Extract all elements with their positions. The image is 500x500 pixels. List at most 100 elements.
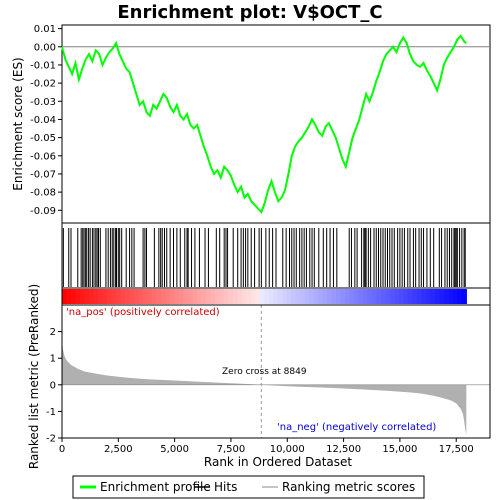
es-y-tick-label: -0.02 xyxy=(30,79,56,90)
x-axis-label: Rank in Ordered Dataset xyxy=(204,455,352,469)
rank-bar-cell xyxy=(318,289,324,304)
es-y-axis: 0.01 0.00 -0.01 -0.02 -0.03 -0.04 -0.05 -0.06 -0… xyxy=(30,24,62,217)
metric-y-tick-label: 1 xyxy=(50,354,56,365)
rank-bar-cell xyxy=(349,289,355,304)
rank-bar-cell xyxy=(183,289,189,304)
es-y-tick-label: -0.06 xyxy=(30,151,56,162)
rank-bar-cell xyxy=(133,289,139,304)
rank-bar-cell xyxy=(120,289,126,304)
x-tick-label: 17,500 xyxy=(439,444,474,455)
rank-bar-cell xyxy=(138,289,144,304)
legend: Enrichment profile Hits Ranking metric sco… xyxy=(72,475,425,499)
rank-bar-cell xyxy=(66,289,72,304)
rank-bar-cell xyxy=(129,289,135,304)
rank-bar-cell xyxy=(142,289,148,304)
rank-bar-cell xyxy=(430,289,436,304)
rank-bar-cell xyxy=(169,289,175,304)
ranking-metric-area xyxy=(62,342,467,436)
rank-color-bar xyxy=(61,287,491,306)
rank-bar-cell xyxy=(223,289,229,304)
rank-bar-cell xyxy=(286,289,292,304)
metric-y-tick-label: -1 xyxy=(46,407,56,418)
rank-bar-cell xyxy=(187,289,193,304)
rank-bar-cell xyxy=(232,289,238,304)
rank-bar-cell xyxy=(156,289,162,304)
metric-y-axis: 2 1 0 -1 -2 xyxy=(46,327,62,445)
rank-bar-cell xyxy=(124,289,130,304)
rank-bar-cell xyxy=(205,289,211,304)
rank-bar-cell xyxy=(309,289,315,304)
metric-y-tick-label: 2 xyxy=(50,327,56,338)
es-y-tick-label: -0.09 xyxy=(30,206,56,217)
rank-bar-cell xyxy=(75,289,81,304)
metric-panel-frame xyxy=(61,304,491,439)
rank-bar-cell xyxy=(425,289,432,304)
na-neg-label: 'na_neg' (negatively correlated) xyxy=(277,422,436,433)
rank-bar-cell xyxy=(376,289,382,304)
rank-bar-cell xyxy=(398,289,405,304)
rank-bar-cell xyxy=(345,289,351,304)
chart-title: Enrichment plot: V$OCT_C xyxy=(117,2,382,23)
rank-bar-cell xyxy=(264,289,270,304)
rank-bar-cell xyxy=(147,289,153,304)
rank-bar-cell xyxy=(174,289,180,304)
rank-bar-cell xyxy=(219,289,225,304)
x-tick-label: 10,000 xyxy=(270,444,305,455)
rank-bar-cell xyxy=(443,289,449,304)
rank-bar-cell xyxy=(196,289,202,304)
hits-panel xyxy=(61,222,491,289)
rank-bar-cell xyxy=(421,289,427,304)
rank-bar-cell xyxy=(84,289,90,304)
rank-bar-cell xyxy=(380,289,387,304)
rank-bar-cell xyxy=(97,289,104,304)
rank-bar-cell xyxy=(214,289,220,304)
rank-bar-cell xyxy=(70,289,77,304)
legend-label: Hits xyxy=(214,480,237,494)
rank-bar-cell xyxy=(106,289,113,304)
rank-bar-cell xyxy=(115,289,122,304)
es-y-axis-label: Enrichment score (ES) xyxy=(11,57,25,190)
rank-bar-cell xyxy=(367,289,373,304)
x-tick-label: 12,500 xyxy=(326,444,361,455)
rank-bar-cell xyxy=(336,289,342,304)
rank-bar-cell xyxy=(228,289,234,304)
rank-bar-cell xyxy=(291,289,297,304)
rank-bar-cell xyxy=(457,289,463,304)
x-tick-label: 7,500 xyxy=(217,444,246,455)
x-tick-label: 0 xyxy=(59,444,65,455)
es-y-tick-label: 0.01 xyxy=(34,24,56,35)
rank-bar-cell xyxy=(268,289,274,304)
rank-bar-cell xyxy=(277,289,283,304)
rank-bar-cell xyxy=(79,289,86,304)
metric-y-tick-label: 0 xyxy=(50,380,56,391)
rank-bar-cell xyxy=(102,289,108,304)
rank-bar-cell xyxy=(327,289,333,304)
metric-y-axis-label: Ranked list metric (PreRanked) xyxy=(27,284,41,469)
rank-bar-cell xyxy=(403,289,409,304)
rank-bar-cell xyxy=(151,289,157,304)
rank-bar-cell xyxy=(210,289,216,304)
rank-bar-cell xyxy=(111,289,117,304)
zero-cross-label: Zero cross at 8849 xyxy=(222,367,307,377)
rank-bar-cell xyxy=(412,289,418,304)
legend-frame xyxy=(72,475,425,499)
rank-bar-cell xyxy=(385,289,391,304)
es-y-tick-label: -0.03 xyxy=(30,97,56,108)
es-y-tick-label: -0.05 xyxy=(30,133,56,144)
rank-bar-cell xyxy=(273,289,279,304)
legend-label: Ranking metric scores xyxy=(282,480,415,494)
es-panel: 0.01 0.00 -0.01 -0.02 -0.03 -0.04 -0.05 -0.06 -0… xyxy=(11,24,491,224)
rank-bar-cell xyxy=(201,289,207,304)
rank-bar-cell xyxy=(246,289,252,304)
rank-bar-cell xyxy=(331,289,337,304)
rank-bar-cell xyxy=(237,289,243,304)
rank-bar-cell xyxy=(295,289,301,304)
rank-bar-cell xyxy=(241,289,247,304)
legend-label: Enrichment profile xyxy=(100,480,211,494)
rank-bar-cell xyxy=(434,289,440,304)
rank-bar-cell xyxy=(461,289,467,304)
rank-bar-cell xyxy=(371,289,378,304)
hit-markers xyxy=(62,228,466,287)
rank-bar-cell xyxy=(160,289,166,304)
